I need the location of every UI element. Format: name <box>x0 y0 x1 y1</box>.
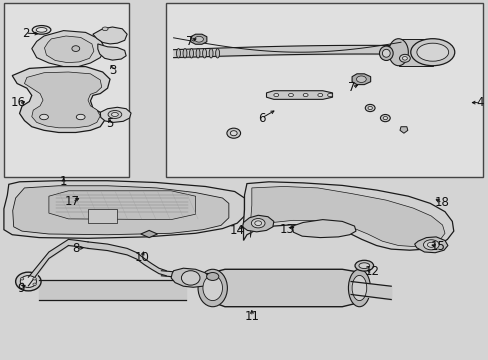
Polygon shape <box>49 191 195 220</box>
Ellipse shape <box>303 94 307 97</box>
Text: 17: 17 <box>65 195 80 208</box>
Polygon shape <box>292 220 355 238</box>
Polygon shape <box>250 186 444 247</box>
Polygon shape <box>190 34 206 44</box>
Polygon shape <box>414 237 447 253</box>
Ellipse shape <box>16 272 41 291</box>
Text: 14: 14 <box>229 224 244 237</box>
Ellipse shape <box>20 278 24 280</box>
Text: 4: 4 <box>475 96 483 109</box>
Polygon shape <box>141 230 157 238</box>
Ellipse shape <box>206 273 219 280</box>
Ellipse shape <box>202 49 206 58</box>
Polygon shape <box>32 31 105 67</box>
Ellipse shape <box>36 28 47 32</box>
Text: 8: 8 <box>72 242 80 255</box>
Ellipse shape <box>356 76 366 82</box>
Polygon shape <box>351 74 370 85</box>
Ellipse shape <box>111 112 118 116</box>
Ellipse shape <box>410 39 454 66</box>
Ellipse shape <box>215 49 219 58</box>
Ellipse shape <box>102 27 108 31</box>
Polygon shape <box>24 72 102 128</box>
Ellipse shape <box>72 46 80 51</box>
Ellipse shape <box>367 107 372 110</box>
Ellipse shape <box>380 114 389 122</box>
Ellipse shape <box>40 114 48 120</box>
Ellipse shape <box>181 271 200 285</box>
Polygon shape <box>4 181 244 238</box>
Ellipse shape <box>226 128 240 138</box>
Ellipse shape <box>194 36 203 42</box>
Ellipse shape <box>382 49 389 57</box>
Ellipse shape <box>189 49 193 58</box>
Polygon shape <box>399 127 407 133</box>
Ellipse shape <box>423 240 438 250</box>
Ellipse shape <box>288 94 293 97</box>
Polygon shape <box>100 107 131 122</box>
Ellipse shape <box>20 276 36 287</box>
Ellipse shape <box>230 131 237 136</box>
Ellipse shape <box>20 283 24 285</box>
Text: 16: 16 <box>11 96 26 109</box>
Ellipse shape <box>317 94 322 97</box>
Polygon shape <box>88 209 117 223</box>
Ellipse shape <box>196 49 200 58</box>
Text: 9: 9 <box>17 282 24 294</box>
Polygon shape <box>93 27 127 44</box>
Text: 11: 11 <box>244 310 259 323</box>
Ellipse shape <box>402 57 407 60</box>
Ellipse shape <box>347 269 370 307</box>
Text: 12: 12 <box>365 265 379 278</box>
Polygon shape <box>266 91 332 99</box>
Ellipse shape <box>251 219 264 228</box>
Text: 7: 7 <box>185 35 193 48</box>
Ellipse shape <box>198 269 227 307</box>
Text: 1: 1 <box>60 175 67 188</box>
Ellipse shape <box>33 283 36 285</box>
Ellipse shape <box>365 104 374 112</box>
Text: 13: 13 <box>280 223 294 236</box>
Ellipse shape <box>354 260 373 271</box>
Text: 2: 2 <box>21 27 29 40</box>
Polygon shape <box>98 44 126 60</box>
Polygon shape <box>13 186 228 235</box>
Ellipse shape <box>388 39 407 66</box>
Text: 10: 10 <box>134 251 149 264</box>
Ellipse shape <box>399 54 409 62</box>
Polygon shape <box>207 269 366 307</box>
FancyBboxPatch shape <box>4 3 128 177</box>
Ellipse shape <box>108 111 122 118</box>
Ellipse shape <box>273 94 278 97</box>
Ellipse shape <box>416 43 447 61</box>
Ellipse shape <box>209 49 213 58</box>
Ellipse shape <box>254 221 261 225</box>
Text: 6: 6 <box>257 112 265 125</box>
Polygon shape <box>12 67 110 132</box>
Ellipse shape <box>32 26 51 34</box>
Ellipse shape <box>327 94 332 97</box>
Text: 5: 5 <box>106 117 114 130</box>
Ellipse shape <box>76 114 85 120</box>
Polygon shape <box>171 268 210 287</box>
Text: 7: 7 <box>347 81 355 94</box>
Ellipse shape <box>183 49 186 58</box>
Text: 3: 3 <box>108 64 116 77</box>
Ellipse shape <box>379 46 392 60</box>
Text: 18: 18 <box>434 196 449 209</box>
Text: 15: 15 <box>429 240 444 253</box>
FancyBboxPatch shape <box>166 3 482 177</box>
Polygon shape <box>243 182 453 250</box>
Ellipse shape <box>33 278 36 280</box>
Polygon shape <box>44 36 94 63</box>
Ellipse shape <box>176 49 180 58</box>
Polygon shape <box>242 215 273 232</box>
Ellipse shape <box>351 275 366 301</box>
Polygon shape <box>398 39 432 66</box>
Ellipse shape <box>203 275 222 301</box>
Ellipse shape <box>383 116 386 120</box>
Ellipse shape <box>358 263 369 269</box>
Ellipse shape <box>427 242 434 247</box>
